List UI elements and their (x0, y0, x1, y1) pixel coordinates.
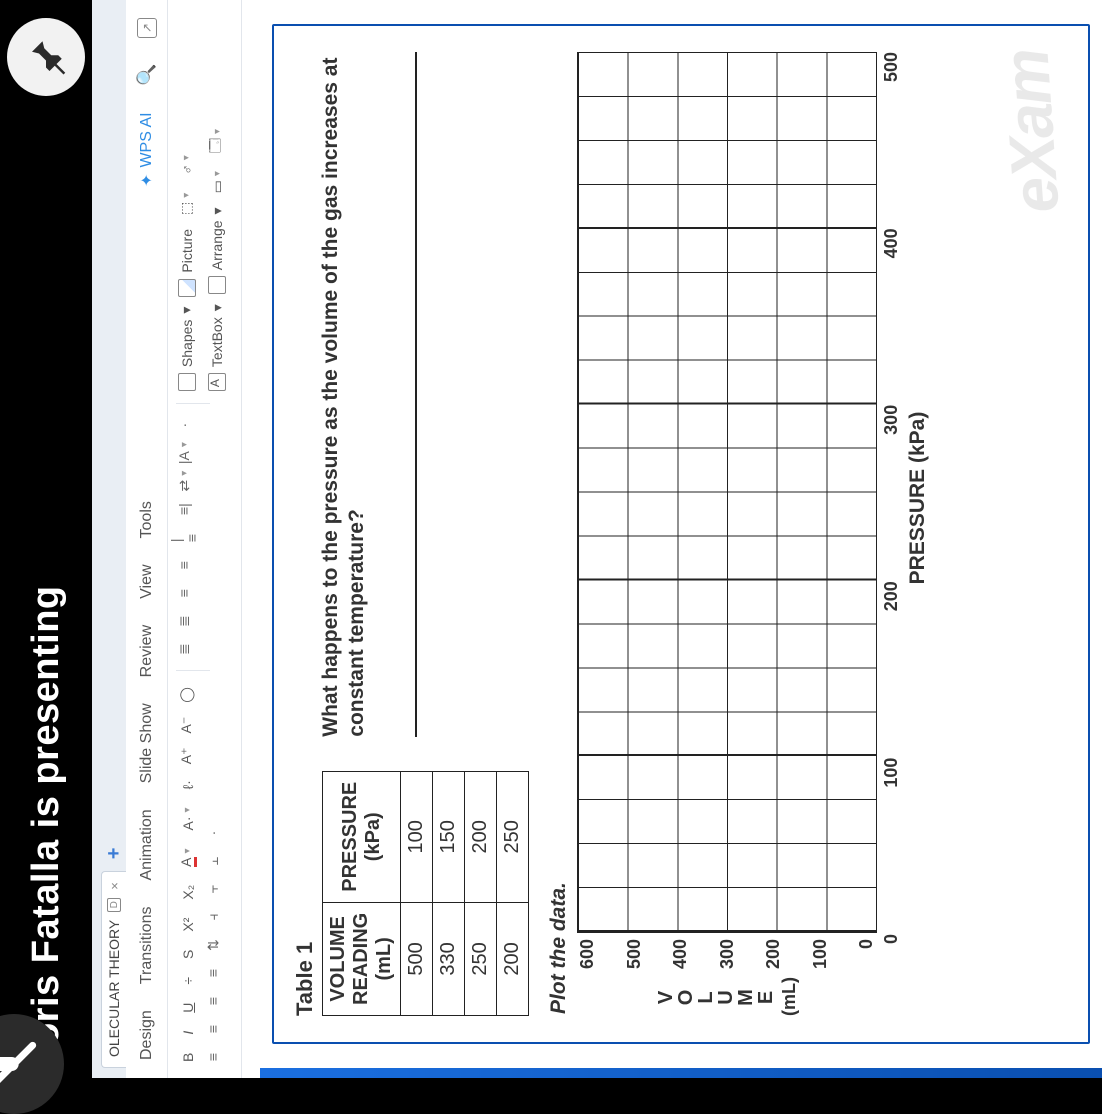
menu-transitions[interactable]: Transitions (138, 907, 156, 985)
text-dir-button[interactable]: ⇄▾ (176, 472, 192, 490)
menu-animation[interactable]: Animation (138, 809, 156, 880)
data-table: Table 1 VOLUME READING (mL) (292, 771, 529, 1016)
table-row: 250200 (465, 771, 497, 1015)
pin-button[interactable] (7, 18, 85, 96)
current-slide[interactable]: Table 1 VOLUME READING (mL) (272, 24, 1090, 1044)
table-row: 200250 (497, 771, 529, 1015)
question-block: What happens to the pressure as the volu… (292, 52, 417, 737)
para-more-button[interactable]: · (205, 824, 221, 842)
replace-icon[interactable]: ♂▾ (177, 151, 197, 179)
answer-line (387, 52, 417, 737)
menu-view[interactable]: View (138, 564, 156, 598)
wps-ai-button[interactable]: ✦ WPS AI (137, 112, 157, 187)
menu-review[interactable]: Review (138, 625, 156, 677)
indent-inc-button[interactable]: ⫟ (205, 880, 221, 898)
expand-icon[interactable]: ↗ (137, 18, 157, 38)
align-justify-button[interactable]: ≡ (205, 964, 221, 982)
highlight-button[interactable]: A·▾ (178, 803, 198, 834)
align-left-button[interactable]: ≡ (205, 1048, 221, 1066)
font-style-row: B I U ÷ S X² X₂ A▾ A·▾ ℓ· (176, 776, 199, 1066)
arrange-icon (208, 276, 226, 294)
document-tab-bar: OLECULAR THEORY D × + (92, 0, 126, 1078)
watermark: eXam (988, 48, 1073, 216)
presenter-title: Doris Fatalla is presenting (25, 585, 68, 1078)
sparkle-icon: ✦ (137, 174, 157, 187)
shapes-button[interactable]: Shapes ▾ (178, 307, 196, 392)
tools-dropdown-icon[interactable]: 🗔▾ (203, 125, 231, 157)
menu-slideshow[interactable]: Slide Show (138, 703, 156, 783)
picture-label: Picture (179, 229, 195, 273)
search-icon[interactable]: 🔍 (136, 64, 157, 86)
chart-x-axis: 0 100 200 300 400 500 (881, 52, 902, 944)
textbox-icon: A (208, 373, 226, 391)
bullets-button[interactable]: ≣ (176, 640, 192, 658)
subscript-button[interactable]: X₂ (178, 881, 198, 904)
select-dropdown-icon[interactable]: ▭▾ (207, 167, 228, 197)
table-col-2-header: PRESSURE (kPa) (323, 771, 401, 902)
underline-button[interactable]: U (178, 999, 198, 1017)
data-table-block: Table 1 VOLUME READING (mL) (292, 771, 529, 1016)
strike-button[interactable]: ÷ (178, 973, 198, 989)
font-shrink-button[interactable]: A⁻ (176, 713, 197, 738)
new-tab-button[interactable]: + (103, 842, 126, 866)
chart-x-label: PRESSURE (kPa) (906, 52, 930, 944)
chart-y-ticks: 600 500 400 300 200 100 0 (577, 933, 877, 969)
align-center-button[interactable]: ≡ (205, 1020, 221, 1038)
style-dropdown-icon[interactable]: ⬚▾ (176, 189, 197, 219)
shapes-icon (178, 373, 196, 391)
textbox-label: TextBox (209, 317, 225, 367)
para-row-2: ≡ ≡ ≡ ≡ ⇅ ⫞ ⫟ ⫠ · (205, 776, 221, 1066)
close-tab-icon[interactable]: × (107, 882, 122, 890)
chart-grid (577, 52, 877, 933)
slide-canvas: Table 1 VOLUME READING (mL) (260, 0, 1102, 1078)
superscript-button[interactable]: X² (178, 914, 198, 936)
table-col-1-header: VOLUME READING (mL) (323, 902, 401, 1015)
shapes-label: Shapes (179, 320, 195, 367)
textbox-button[interactable]: A TextBox ▾ (208, 304, 226, 391)
arrange-label: Arrange (209, 220, 225, 270)
clear-format-button[interactable]: ℓ· (178, 776, 198, 793)
slide-gutter (260, 1068, 1102, 1078)
indent-dec-button[interactable]: ⫞ (205, 908, 221, 926)
menu-tools[interactable]: Tools (138, 501, 156, 538)
font-size-group: A⁺ A⁻ ◯ (176, 683, 197, 768)
text-vert-button[interactable]: |A▾ (176, 444, 192, 462)
rtl-button[interactable]: ≡| (176, 500, 192, 518)
list-inc-button[interactable]: ≡ (176, 556, 192, 574)
chart-y-label: V O L U M E (mL) (577, 969, 877, 1016)
font-grow-button[interactable]: A⁺ (176, 744, 197, 769)
table-row: 500100 (401, 771, 433, 1015)
para-more2-button[interactable]: · (176, 416, 192, 434)
picture-icon (178, 279, 196, 297)
wps-ai-label: WPS AI (138, 112, 156, 167)
ltr-button[interactable]: |≡ (176, 528, 192, 546)
table-row: 330150 (433, 771, 465, 1015)
presenter-overlay: Doris Fatalla is presenting (0, 0, 92, 1078)
s-button[interactable]: S (178, 946, 198, 963)
presentation-window: OLECULAR THEORY D × + Design Transitions… (92, 0, 1102, 1078)
bold-button[interactable]: B (178, 1049, 198, 1066)
picture-button[interactable]: Picture (178, 229, 196, 297)
question-text: What happens to the pressure as the volu… (318, 52, 371, 737)
list-dec-button[interactable]: ≡ (176, 584, 192, 602)
menu-bar: Design Transitions Animation Slide Show … (126, 0, 168, 1078)
font-case-button[interactable]: ◯ (176, 683, 197, 707)
align-right-button[interactable]: ≡ (205, 992, 221, 1010)
indent-misc-button[interactable]: ⫠ (205, 852, 221, 870)
numbers-button[interactable]: ≣ (176, 612, 192, 630)
document-tab[interactable]: OLECULAR THEORY D × (101, 871, 126, 1068)
italic-button[interactable]: I (178, 1027, 198, 1039)
chart: V O L U M E (mL) 600 500 4 (577, 52, 877, 1016)
doc-tab-badge: D (107, 898, 121, 912)
font-color-button[interactable]: A▾ (176, 844, 199, 870)
arrange-button[interactable]: Arrange ▾ (208, 207, 226, 294)
para-row-1-col: ≣ ≣ ≡ ≡ |≡ ≡| ⇄▾ |A▾ · (176, 416, 198, 658)
menu-design[interactable]: Design (138, 1010, 156, 1060)
line-spacing-button[interactable]: ⇅ (205, 936, 221, 954)
plot-instruction: Plot the data. (547, 52, 571, 1014)
table-title: Table 1 (292, 771, 322, 1016)
ribbon-toolbar: B I U ÷ S X² X₂ A▾ A·▾ ℓ· ≡ ≡ ≡ (168, 0, 242, 1078)
doc-tab-label: OLECULAR THEORY (106, 920, 122, 1057)
